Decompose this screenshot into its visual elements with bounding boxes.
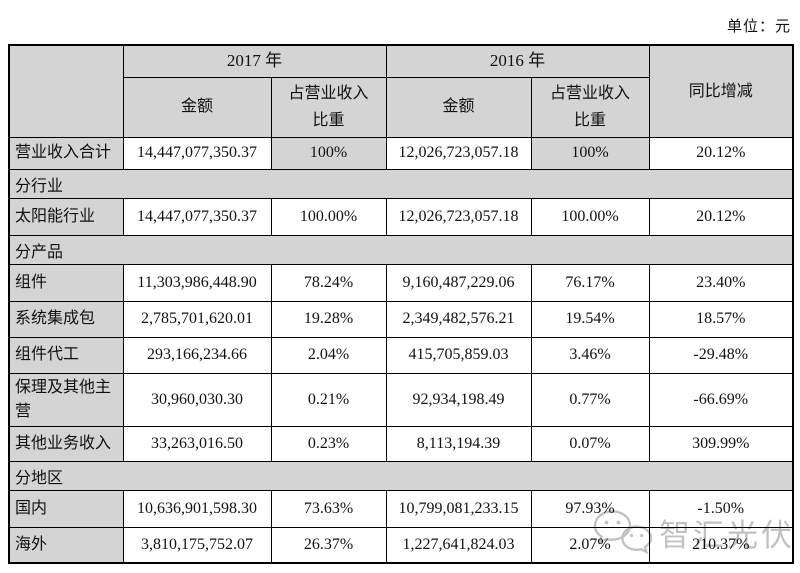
table-row: 国内 10,636,901,598.30 73.63% 10,799,081,233.…: [8, 489, 794, 528]
amount-2016-cell: 10,799,081,233.15: [385, 489, 532, 528]
amount-2016-cell: 9,160,487,229.06: [385, 263, 532, 302]
amount-2016-cell: 8,113,194.39: [385, 425, 532, 462]
section-row: 分行业: [8, 168, 794, 199]
amount-2017-cell: 2,785,701,620.01: [122, 300, 272, 338]
pct-2017-cell: 0.21%: [270, 372, 387, 427]
section-label-cell: 分产品: [8, 234, 794, 265]
header-amount-2017: 金额: [122, 76, 272, 138]
pct-2017-cell: 100.00%: [270, 197, 387, 236]
amount-2017-cell: 30,960,030.30: [122, 372, 272, 427]
yoy-cell: -66.69%: [648, 372, 794, 427]
pct-2017-cell: 78.24%: [270, 263, 387, 302]
pct-2017-cell: 0.23%: [270, 425, 387, 462]
table-row: 其他业务收入 33,263,016.50 0.23% 8,113,194.39 0.07…: [8, 425, 794, 462]
amount-2016-cell: 2,349,482,576.21: [385, 300, 532, 338]
section-label-cell: 分地区: [8, 460, 794, 491]
section-row: 分产品: [8, 234, 794, 265]
yoy-cell: 23.40%: [648, 263, 794, 302]
yoy-cell: -29.48%: [648, 336, 794, 374]
header-share-line2: 比重: [573, 112, 606, 129]
row-label-cell: 营业收入合计: [8, 136, 124, 170]
pct-2016-cell: 100.00%: [530, 197, 650, 236]
section-row: 分地区: [8, 460, 794, 491]
header-share-line2: 比重: [312, 112, 345, 129]
pct-2016-cell: 97.93%: [530, 489, 650, 528]
header-2017: 2017 年: [122, 44, 387, 78]
header-share-2017: 占营业收入 比重: [270, 76, 387, 138]
table-header: 2017 年 2016 年 同比增减 金额 占营业收入 比重 金额 占营业收入 …: [8, 44, 794, 138]
corner-cell: [8, 44, 124, 138]
table-body: 营业收入合计 14,447,077,350.37 100% 12,026,723,05…: [8, 136, 794, 564]
row-label-cell: 海外: [8, 526, 124, 564]
header-amount-2016: 金额: [385, 76, 532, 138]
row-label-cell: 国内: [8, 489, 124, 528]
header-yoy: 同比增减: [648, 44, 794, 138]
header-share-line1: 占营业收入: [549, 84, 630, 102]
revenue-table: 2017 年 2016 年 同比增减 金额 占营业收入 比重 金额 占营业收入 …: [8, 44, 794, 564]
amount-2017-cell: 14,447,077,350.37: [122, 136, 272, 170]
pct-2017-cell: 100%: [270, 136, 387, 170]
yoy-cell: 20.12%: [648, 136, 794, 170]
pct-2017-cell: 19.28%: [270, 300, 387, 338]
header-2016: 2016 年: [385, 44, 650, 78]
amount-2017-cell: 293,166,234.66: [122, 336, 272, 374]
table-row: 组件代工 293,166,234.66 2.04% 415,705,859.03 3.4…: [8, 336, 794, 374]
amount-2016-cell: 12,026,723,057.18: [385, 136, 532, 170]
pct-2017-cell: 73.63%: [270, 489, 387, 528]
amount-2017-cell: 14,447,077,350.37: [122, 197, 272, 236]
table-row: 系统集成包 2,785,701,620.01 19.28% 2,349,482,576…: [8, 300, 794, 338]
yoy-cell: 18.57%: [648, 300, 794, 338]
table-row: 海外 3,810,175,752.07 26.37% 1,227,641,824.03…: [8, 526, 794, 564]
amount-2016-cell: 415,705,859.03: [385, 336, 532, 374]
header-share-line1: 占营业收入: [288, 84, 369, 102]
row-label-cell: 太阳能行业: [8, 197, 124, 236]
yoy-cell: 309.99%: [648, 425, 794, 462]
pct-2016-cell: 100%: [530, 136, 650, 170]
unit-label: 单位：元: [726, 19, 791, 35]
amount-2017-cell: 33,263,016.50: [122, 425, 272, 462]
pct-2016-cell: 2.07%: [530, 526, 650, 564]
amount-2016-cell: 12,026,723,057.18: [385, 197, 532, 236]
header-row-years: 2017 年 2016 年 同比增减: [8, 44, 794, 138]
row-label-cell: 保理及其他主营: [8, 372, 124, 427]
row-label-cell: 系统集成包: [8, 300, 124, 338]
pct-2016-cell: 0.07%: [530, 425, 650, 462]
row-label-cell: 其他业务收入: [8, 425, 124, 462]
table-row: 太阳能行业 14,447,077,350.37 100.00% 12,026,723,…: [8, 197, 794, 236]
pct-2016-cell: 0.77%: [530, 372, 650, 427]
yoy-cell: 20.12%: [648, 197, 794, 236]
amount-2017-cell: 3,810,175,752.07: [122, 526, 272, 564]
amount-2017-cell: 11,303,986,448.90: [122, 263, 272, 302]
pct-2016-cell: 3.46%: [530, 336, 650, 374]
amount-2016-cell: 1,227,641,824.03: [385, 526, 532, 564]
row-label-cell: 组件: [8, 263, 124, 302]
amount-2017-cell: 10,636,901,598.30: [122, 489, 272, 528]
pct-2017-cell: 26.37%: [270, 526, 387, 564]
header-share-2016: 占营业收入 比重: [530, 76, 650, 138]
amount-2016-cell: 92,934,198.49: [385, 372, 532, 427]
header-row-subcolumns: 金额 占营业收入 比重 金额 占营业收入 比重: [9, 76, 793, 138]
pct-2016-cell: 19.54%: [530, 300, 650, 338]
table-row: 组件 11,303,986,448.90 78.24% 9,160,487,229.0…: [8, 263, 794, 302]
table-row: 营业收入合计 14,447,077,350.37 100% 12,026,723,05…: [8, 136, 794, 170]
yoy-cell: 210.37%: [648, 526, 794, 564]
pct-2017-cell: 2.04%: [270, 336, 387, 374]
pct-2016-cell: 76.17%: [530, 263, 650, 302]
row-label-cell: 组件代工: [8, 336, 124, 374]
table-row: 保理及其他主营 30,960,030.30 0.21% 92,934,198.49 0.…: [8, 372, 794, 427]
yoy-cell: -1.50%: [648, 489, 794, 528]
section-label-cell: 分行业: [8, 168, 794, 199]
